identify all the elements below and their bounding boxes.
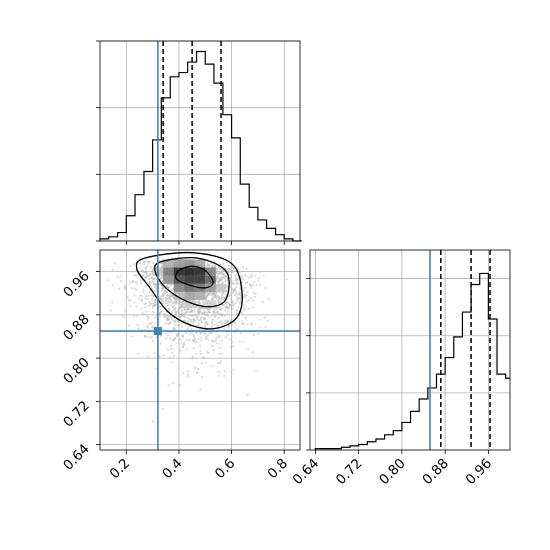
y-tick-label: 0.88 (60, 311, 93, 344)
y-tick-label: 0.72 (60, 398, 93, 431)
x-tick-label: 0.8 (265, 456, 292, 483)
marginal-x-panel (96, 40, 302, 245)
axes-frame (309, 249, 511, 451)
x-tick-label: 0.72 (333, 456, 366, 489)
contour-line (154, 257, 230, 308)
axes-frame (99, 249, 301, 451)
histogram-step (314, 272, 510, 450)
y-tick-label: 0.96 (60, 268, 93, 301)
x-tick-label: 0.96 (463, 456, 496, 489)
x-tick-label: 0.2 (107, 456, 134, 483)
plot-area (310, 250, 510, 450)
grid (100, 40, 300, 242)
x-tick-label: 0.6 (212, 456, 239, 483)
contour-line (135, 251, 243, 330)
truth-marker (153, 327, 162, 336)
marginal-y-panel: 0.64 0.72 0.80 0.88 0.96 (290, 249, 511, 489)
x-tick-label: 0.64 (290, 456, 323, 489)
contour-line (174, 265, 214, 289)
y-tick-label: 0.64 (60, 441, 93, 474)
axes-frame (99, 40, 301, 242)
grid (310, 250, 510, 450)
histogram-step (99, 50, 302, 242)
plot-area (100, 250, 300, 450)
joint-panel: 0.2 0.4 0.6 0.8 0.64 0.72 0.80 0.88 0.96 (60, 249, 301, 483)
x-tick-label: 0.88 (419, 456, 452, 489)
x-tick-label: 0.80 (376, 456, 409, 489)
y-tick-label: 0.80 (60, 355, 93, 388)
x-tick-label: 0.4 (159, 456, 186, 483)
